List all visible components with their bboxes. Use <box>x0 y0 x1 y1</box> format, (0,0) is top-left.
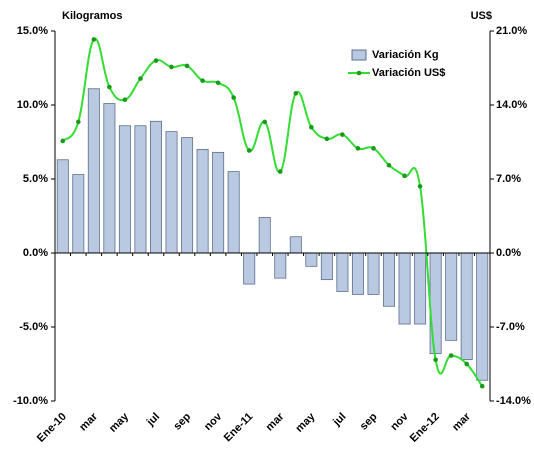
bar <box>274 252 287 279</box>
bar <box>227 171 240 254</box>
x-tick-label: sep <box>171 411 193 433</box>
bar <box>243 252 256 285</box>
bar <box>351 252 364 295</box>
bar <box>429 252 442 355</box>
x-tick-label: jul <box>144 411 162 429</box>
x-tick-label: mar <box>264 410 287 433</box>
x-tick-label: nov <box>202 410 225 433</box>
line-marker <box>464 361 469 367</box>
line-marker <box>386 162 392 168</box>
line-marker <box>153 58 159 63</box>
line-marker <box>277 169 283 174</box>
line-marker <box>479 383 485 389</box>
bar <box>134 125 147 254</box>
bar <box>445 252 458 341</box>
line-marker <box>91 37 97 42</box>
x-tick-label: Ene-11 <box>222 411 256 445</box>
y2-tick-label: 14.0% <box>496 99 527 111</box>
line-marker <box>340 132 345 137</box>
line-marker <box>122 97 128 103</box>
x-tick-label: mar <box>450 410 473 433</box>
bar <box>305 252 318 267</box>
line-marker <box>200 78 205 83</box>
line-marker <box>60 138 66 144</box>
y2-axis-title: US$ <box>471 10 492 22</box>
bar <box>87 88 100 254</box>
line-marker <box>76 119 81 125</box>
bar <box>336 252 349 292</box>
x-tick-label: may <box>293 410 318 435</box>
bar <box>56 159 69 254</box>
legend-swatch <box>351 49 367 61</box>
line-marker <box>246 148 252 153</box>
bar <box>103 103 116 254</box>
y2-tick-label: 21.0% <box>496 25 527 37</box>
x-tick-label: jul <box>330 411 348 429</box>
line-marker <box>138 76 143 81</box>
legend-label: Variación Kg <box>372 49 439 61</box>
line-marker <box>169 64 174 70</box>
bar <box>149 120 162 254</box>
bar <box>165 131 178 254</box>
x-tick-label: Ene-10 <box>35 411 69 445</box>
legend-marker <box>356 70 362 76</box>
y-tick-label: 15.0% <box>17 25 48 37</box>
line-marker <box>324 136 330 142</box>
bar <box>460 252 473 360</box>
line-marker <box>293 91 299 96</box>
bar <box>181 137 194 254</box>
line-marker <box>231 95 236 100</box>
bar <box>258 217 271 254</box>
line-marker <box>371 146 376 151</box>
bar <box>414 252 427 325</box>
line-marker <box>184 63 190 69</box>
y-tick-label: 10.0% <box>17 99 48 111</box>
line-marker <box>433 357 438 363</box>
y2-tick-label: 0.0% <box>496 247 521 259</box>
x-tick-label: Ene-12 <box>408 411 442 445</box>
y2-tick-label: 7.0% <box>496 173 521 185</box>
bar <box>196 148 209 254</box>
y-tick-label: 0.0% <box>23 247 48 259</box>
x-tick-label: nov <box>388 410 411 433</box>
y-tick-label: 5.0% <box>23 173 48 185</box>
x-tick-label: may <box>107 410 132 435</box>
bar <box>383 252 396 307</box>
line-marker <box>448 353 454 358</box>
line-marker <box>107 84 112 90</box>
line-marker <box>309 124 314 130</box>
y-tick-label: -10.0% <box>13 395 48 407</box>
bar <box>72 174 85 254</box>
bar <box>212 151 225 254</box>
line-marker <box>355 146 361 151</box>
line-marker <box>262 119 268 125</box>
bar <box>118 125 131 254</box>
line-marker <box>417 184 423 189</box>
x-tick-label: sep <box>358 411 380 433</box>
y2-tick-label: -14.0% <box>496 395 531 407</box>
y-axis-title: Kilogramos <box>62 10 123 22</box>
y2-tick-label: -7.0% <box>496 321 525 333</box>
bar <box>398 252 411 325</box>
bar <box>289 236 302 254</box>
line-marker <box>215 80 221 86</box>
y-tick-label: -5.0% <box>19 321 48 333</box>
bar <box>476 252 489 381</box>
bar <box>367 252 380 295</box>
line-marker <box>402 173 407 179</box>
bar <box>320 252 333 281</box>
x-tick-label: mar <box>77 410 100 433</box>
legend-label: Variación US$ <box>372 67 445 79</box>
